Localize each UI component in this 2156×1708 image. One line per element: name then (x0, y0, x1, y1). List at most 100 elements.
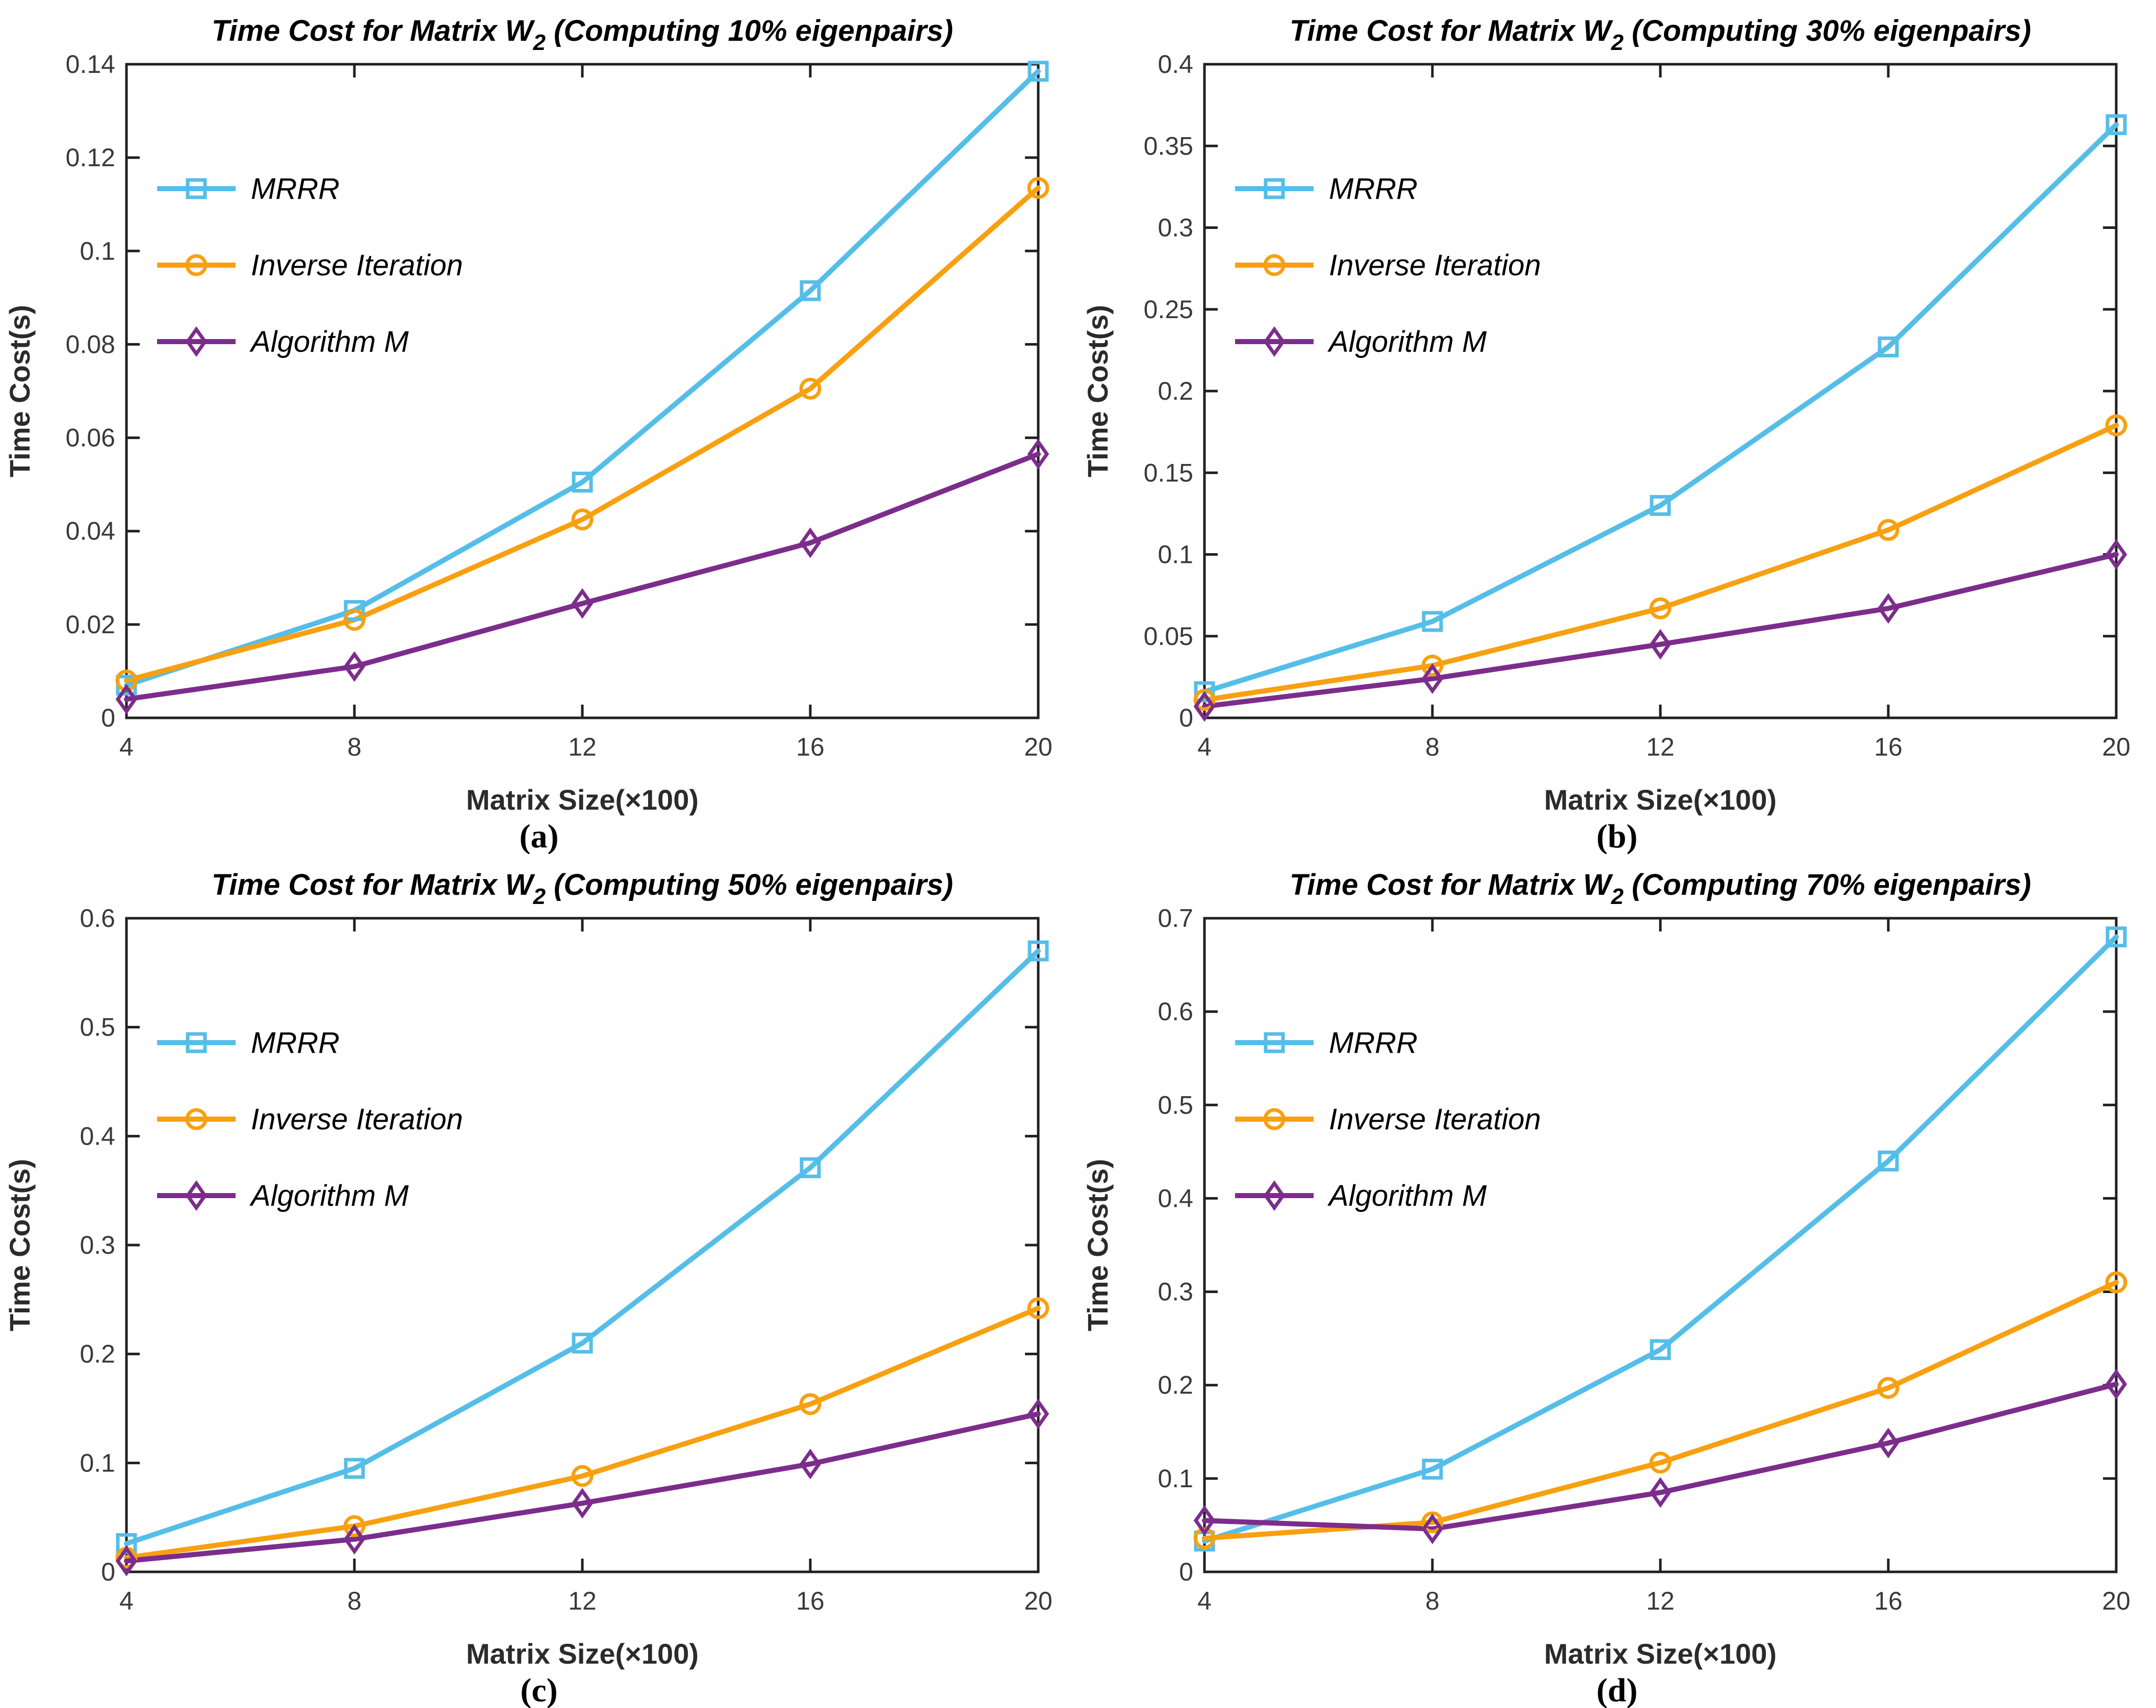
data-point-marker (1422, 1459, 1443, 1480)
y-axis-label: Time Cost(s) (4, 305, 36, 477)
y-tick-label: 0.3 (1158, 214, 1193, 242)
legend-marker (186, 1032, 207, 1053)
data-point-marker (2105, 414, 2127, 436)
data-point-marker (1028, 940, 1049, 962)
data-point-marker (115, 1545, 138, 1576)
data-point-marker (799, 1393, 822, 1415)
x-tick-label: 8 (1425, 1587, 1440, 1615)
subfigure-label: (b) (1597, 818, 1638, 854)
series-line (1202, 934, 2119, 1544)
legend-marker (1263, 1108, 1286, 1130)
data-point-marker (343, 1523, 366, 1555)
x-tick-label: 4 (119, 1587, 134, 1615)
series-line (1202, 122, 2119, 694)
legend-label: Inverse Iteration (251, 249, 463, 282)
y-tick-label: 0.12 (66, 143, 115, 172)
y-tick-label: 0.5 (1158, 1091, 1193, 1119)
data-point-marker (1421, 654, 1444, 677)
x-tick-label: 12 (568, 1587, 597, 1615)
y-tick-label: 0.04 (66, 517, 115, 546)
data-point-marker (1421, 1513, 1444, 1544)
data-point-marker (2105, 539, 2127, 570)
legend-label: Algorithm M (249, 1179, 409, 1212)
y-tick-label: 0.02 (66, 610, 115, 639)
data-point-marker (2106, 114, 2127, 136)
y-tick-label: 0.2 (1158, 377, 1193, 405)
data-point-marker (1878, 336, 1899, 357)
legend-marker (185, 1108, 208, 1130)
data-point-marker (1193, 689, 1216, 711)
y-axis-label: Time Cost(s) (1082, 1159, 1114, 1331)
legend-entry: MRRR (157, 172, 340, 205)
chart-title: Time Cost for Matrix W2 (Computing 70% e… (1290, 868, 2031, 909)
plot-box (125, 63, 1040, 719)
y-tick-label: 0.14 (66, 50, 115, 79)
x-tick-label: 4 (1197, 733, 1212, 761)
y-tick-label: 0.05 (1144, 622, 1193, 651)
data-point-marker (2106, 926, 2127, 948)
y-tick-label: 0.4 (1158, 50, 1193, 79)
x-tick-label: 20 (2102, 1587, 2131, 1615)
y-tick-label: 0.06 (66, 424, 115, 452)
legend-entry: MRRR (1235, 1026, 1418, 1059)
legend-entry: Inverse Iteration (1235, 249, 1541, 282)
data-point-marker (572, 1332, 593, 1354)
data-point-marker (1649, 1452, 1672, 1474)
data-point-marker (571, 1465, 594, 1487)
y-tick-label: 0.15 (1144, 458, 1193, 487)
y-tick-label: 0.3 (1158, 1278, 1193, 1306)
chart-title-rest: (Computing 30% eigenpairs) (1624, 14, 2031, 47)
data-point-marker (115, 684, 138, 715)
series-line (1202, 1381, 2119, 1532)
data-point-marker (799, 377, 822, 400)
data-point-marker (799, 527, 822, 558)
data-point-marker (571, 508, 594, 531)
chart-b-svg: Time Cost for Matrix W2 (Computing 30% e… (1082, 14, 2131, 854)
data-point-marker (1193, 1527, 1216, 1549)
legend-marker (1263, 254, 1286, 276)
legend-entry: Algorithm M (1235, 325, 1487, 358)
chart-title-rest: (Computing 50% eigenpairs) (546, 868, 953, 901)
data-point-marker (1028, 61, 1049, 82)
y-tick-label: 0.6 (1158, 997, 1193, 1026)
data-point-marker (1877, 519, 1900, 541)
chart-title-subscript: 2 (1610, 30, 1624, 55)
chart-title-rest: (Computing 70% eigenpairs) (1624, 868, 2031, 901)
y-tick-label: 0 (1179, 704, 1193, 732)
legend-entry: Inverse Iteration (157, 249, 463, 282)
legend-label: Inverse Iteration (1329, 249, 1541, 282)
chart-title-subscript: 2 (532, 30, 546, 55)
y-tick-label: 0.2 (80, 1340, 115, 1368)
data-point-marker (1027, 177, 1049, 199)
x-tick-label: 8 (347, 733, 362, 761)
legend-marker (185, 254, 208, 276)
legend-label: Algorithm M (1327, 1179, 1487, 1212)
chart-title-main: Time Cost for Matrix W (212, 14, 535, 47)
x-tick-label: 20 (2102, 733, 2131, 761)
x-tick-label: 4 (1197, 1587, 1212, 1615)
y-tick-label: 0.5 (80, 1013, 115, 1042)
data-point-marker (1193, 691, 1216, 722)
y-tick-label: 0.4 (80, 1122, 115, 1150)
plot-box (1203, 917, 2118, 1573)
x-tick-label: 8 (1425, 733, 1440, 761)
data-point-marker (1649, 629, 1672, 660)
y-tick-label: 0.4 (1158, 1184, 1193, 1212)
y-tick-label: 0.1 (80, 1448, 115, 1477)
y-tick-label: 0.7 (1158, 904, 1193, 933)
x-tick-label: 4 (119, 733, 134, 761)
plot-box (1203, 63, 2118, 719)
chart-title-subscript: 2 (532, 884, 546, 909)
chart-panel-d: Time Cost for Matrix W2 (Computing 70% e… (1078, 854, 2156, 1708)
legend-label: MRRR (1329, 1026, 1418, 1059)
data-point-marker (344, 1458, 365, 1479)
chart-c-svg: Time Cost for Matrix W2 (Computing 50% e… (4, 868, 1053, 1708)
data-point-marker (344, 600, 365, 621)
data-point-marker (1027, 1297, 1049, 1319)
data-point-marker (1877, 593, 1900, 624)
y-tick-label: 0.25 (1144, 295, 1193, 324)
legend-entry: Algorithm M (1235, 1179, 1487, 1212)
data-point-marker (1422, 611, 1443, 632)
data-point-marker (2105, 1368, 2127, 1400)
